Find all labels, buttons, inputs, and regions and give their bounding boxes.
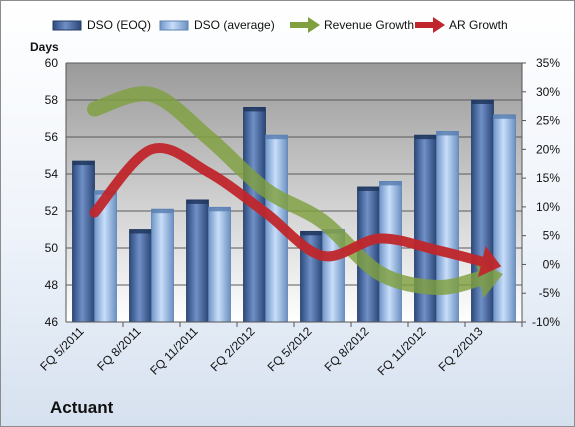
x-tick-label: FQ 11/2012 [375,324,429,378]
bar-top [72,161,95,166]
growth-line-group [89,143,502,278]
company-name: Actuant [50,398,114,417]
y-left-tick-label: 56 [45,130,59,144]
bar-top [493,114,516,119]
y-right-tick-label: 10% [536,200,560,214]
bar [72,160,95,323]
bar-top [186,199,209,204]
bar-top [471,100,494,104]
legend-arrow [433,17,445,33]
bar-top [436,131,459,136]
y-right-tick-label: 15% [536,171,560,185]
x-tick-label: FQ 8/2011 [94,324,144,374]
y-left-tick-label: 52 [45,204,59,218]
bar [208,206,231,323]
y-right-tick-label: 30% [536,85,560,99]
bar [186,199,209,323]
bar-top [265,135,288,140]
bar-top [379,181,402,186]
y-right-tick-label: 35% [536,56,560,70]
y-right-tick-label: -5% [539,286,561,300]
y-right-tick-label: 0% [543,257,561,271]
y-right-tick-label: 25% [536,114,560,128]
y-left-tick-label: 60 [45,56,59,70]
y-right-tick-label: 20% [536,142,560,156]
y-left-tick-label: 54 [45,167,59,181]
bar [379,180,402,323]
x-tick-label: FQ 2/2013 [436,324,486,374]
x-tick-label: FQ 5/2012 [265,324,315,374]
bar-top [300,231,323,236]
bar-top [151,209,174,214]
x-tick-label: FQ 11/2011 [147,324,201,378]
legend-label: DSO (EOQ) [87,18,151,32]
growth-line [89,143,487,267]
y-left-tick-label: 50 [45,241,59,255]
y-left-tick-label: 46 [45,315,59,329]
x-tick-label: FQ 5/2011 [37,324,87,374]
bar-top [414,135,437,140]
bar [493,114,516,323]
y-left-tick-label: 58 [45,93,59,107]
bar [129,229,152,323]
bar [151,208,174,323]
y-left-label: Days [30,40,59,54]
x-tick-label: FQ 2/2012 [208,324,258,374]
y-right-tick-label: -10% [532,315,560,329]
y-left-tick-label: 48 [45,278,59,292]
legend-label: DSO (average) [194,18,275,32]
legend-arrow [308,17,320,33]
y-right-tick-label: 5% [543,229,561,243]
growth-arrowhead [477,245,502,278]
bar-top [357,186,380,191]
legend-label: Revenue Growth [324,18,414,32]
legend-label: AR Growth [449,18,508,32]
bar-top [129,229,152,234]
legend-swatch [159,20,189,31]
x-tick-label: FQ 8/2012 [322,324,372,374]
bar-top [208,207,231,212]
legend-swatch [52,20,82,31]
bar-top [243,107,266,112]
growth-line [87,86,487,295]
